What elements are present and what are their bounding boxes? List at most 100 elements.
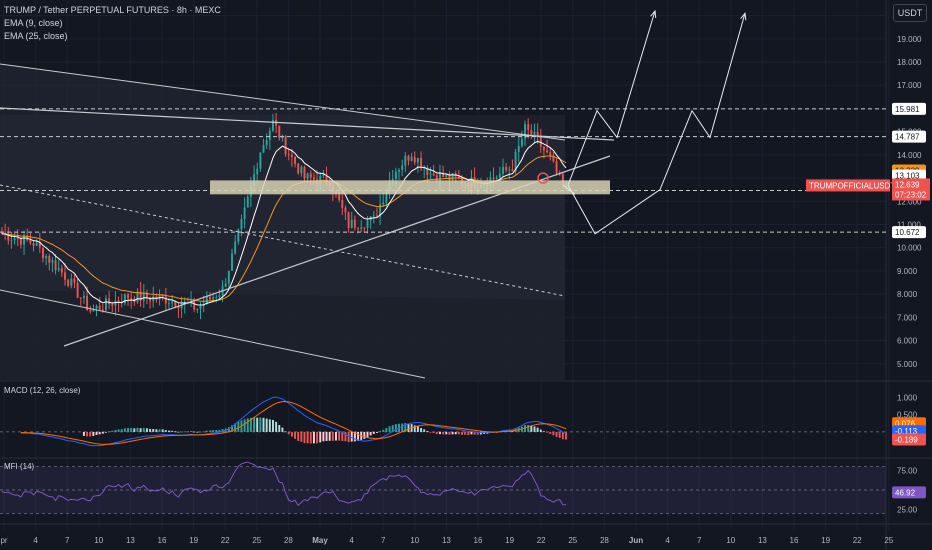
candle-down	[341, 199, 344, 208]
macd-hist-bar	[341, 431, 344, 441]
macd-label[interactable]: MACD (12, 26, close)	[4, 386, 81, 395]
level-badge-bg	[892, 102, 926, 115]
macd-hist-bar	[382, 429, 385, 432]
time-tick-label: 4	[33, 536, 38, 545]
price-tick-label: 14.000	[897, 151, 922, 160]
mfi-tick-label: 75.00	[897, 466, 918, 475]
time-tick-label: Jun	[629, 536, 643, 545]
projection-arrowhead	[740, 12, 747, 21]
candle-down	[561, 174, 564, 186]
candle-up	[180, 304, 183, 309]
candle-up	[253, 174, 256, 186]
ema9-legend[interactable]: EMA (9, close)	[4, 18, 63, 28]
time-tick-label: 13	[126, 536, 135, 545]
macd-hist-bar	[435, 431, 438, 435]
candle-down	[177, 306, 180, 309]
candle-down	[549, 152, 552, 156]
macd-hist-bar	[145, 428, 148, 432]
time-tick-label: 4	[665, 536, 670, 545]
macd-hist-bar	[111, 430, 114, 432]
projection-start	[562, 184, 576, 195]
macd-hist-bar	[249, 417, 252, 432]
candle-down	[32, 243, 35, 246]
candle-down	[73, 278, 76, 283]
macd-signal-badge: -0.189	[892, 433, 926, 446]
macd-hist-bar	[328, 431, 331, 441]
macd-hist-bar	[429, 431, 432, 433]
macd-hist-bar	[231, 425, 233, 432]
candle-down	[505, 167, 508, 170]
candle-up	[114, 300, 117, 306]
macd-hist-badge-text: 0.076	[895, 419, 916, 428]
macd-hist-bar	[379, 431, 382, 432]
candle-down	[546, 150, 549, 153]
time-tick-label: 22	[221, 536, 230, 545]
ema9-badge-text: 13.103	[895, 172, 920, 181]
candle-down	[174, 301, 177, 307]
macd-hist-bar	[86, 431, 89, 437]
candle-down	[29, 240, 32, 244]
candle-down	[539, 136, 542, 147]
candle-up	[423, 167, 426, 169]
time-tick-label: 25	[252, 536, 261, 545]
currency-button[interactable]: USDT	[893, 4, 927, 22]
time-axis[interactable]: pr 4 7 10 13 16 19 22 25 28 May 4 7 10 13 16 19 22 25 28 Jun…	[0, 536, 893, 545]
macd-hist-bar	[303, 431, 306, 444]
candle-down	[530, 129, 533, 136]
candle-down	[139, 291, 142, 301]
macd-hist-bar	[357, 431, 360, 441]
time-tick-label: 7	[381, 536, 386, 545]
time-tick-label: pr	[0, 536, 7, 545]
macd-hist-bar	[369, 431, 372, 436]
macd-hist-bar	[278, 425, 281, 432]
macd-hist-bar	[394, 424, 397, 432]
macd-hist-bar	[316, 431, 319, 444]
candle-down	[16, 238, 19, 240]
candle-down	[448, 174, 451, 181]
candle-up	[508, 169, 511, 171]
price-tick-label: 7.000	[897, 313, 918, 322]
drawing-layer[interactable]	[0, 9, 886, 379]
macd-hist-bar	[208, 430, 211, 432]
macd-hist-bar	[92, 431, 95, 436]
ema9-line	[1, 140, 567, 306]
level-badge: 15.981	[892, 102, 926, 115]
candle-down	[435, 175, 438, 182]
macd-hist-bar	[464, 431, 467, 435]
candle-up	[246, 196, 249, 208]
time-tick-label: 19	[505, 536, 514, 545]
macd-hist-bar	[546, 431, 549, 433]
candle-up	[401, 165, 404, 170]
macd-hist-bar	[461, 431, 463, 435]
price-tick-label: 12.000	[897, 197, 922, 206]
time-tick-label: 16	[158, 536, 167, 545]
candle-up	[533, 132, 536, 136]
candle-up	[379, 204, 382, 217]
ema25-legend[interactable]: EMA (25, close)	[4, 31, 68, 41]
mfi-value-badge: 46.92	[892, 486, 926, 499]
support-zone	[210, 180, 610, 195]
candle-down	[145, 292, 148, 298]
mfi-label[interactable]: MFI (14)	[4, 462, 35, 471]
candle-down	[161, 295, 164, 297]
macd-hist-bar	[457, 431, 460, 435]
macd-hist-bar	[234, 423, 237, 432]
level-badge-bg	[892, 226, 926, 239]
candle-down	[111, 304, 114, 306]
macd-hist-bar	[149, 428, 152, 432]
macd-hist-bar	[470, 431, 473, 435]
candle-up	[224, 283, 227, 287]
macd-tick-label: 1.000	[897, 393, 918, 402]
candle-up	[45, 256, 48, 259]
macd-hist-bar	[350, 431, 353, 442]
candle-down	[297, 163, 300, 174]
macd-hist-bar	[202, 431, 205, 433]
candle-down	[363, 227, 366, 229]
candle-down	[1, 231, 3, 234]
candle-down	[48, 256, 51, 263]
candle-up	[171, 301, 174, 304]
macd-hist-bar	[180, 431, 183, 433]
signal-line	[20, 400, 567, 445]
macd-hist-bar	[338, 431, 341, 441]
